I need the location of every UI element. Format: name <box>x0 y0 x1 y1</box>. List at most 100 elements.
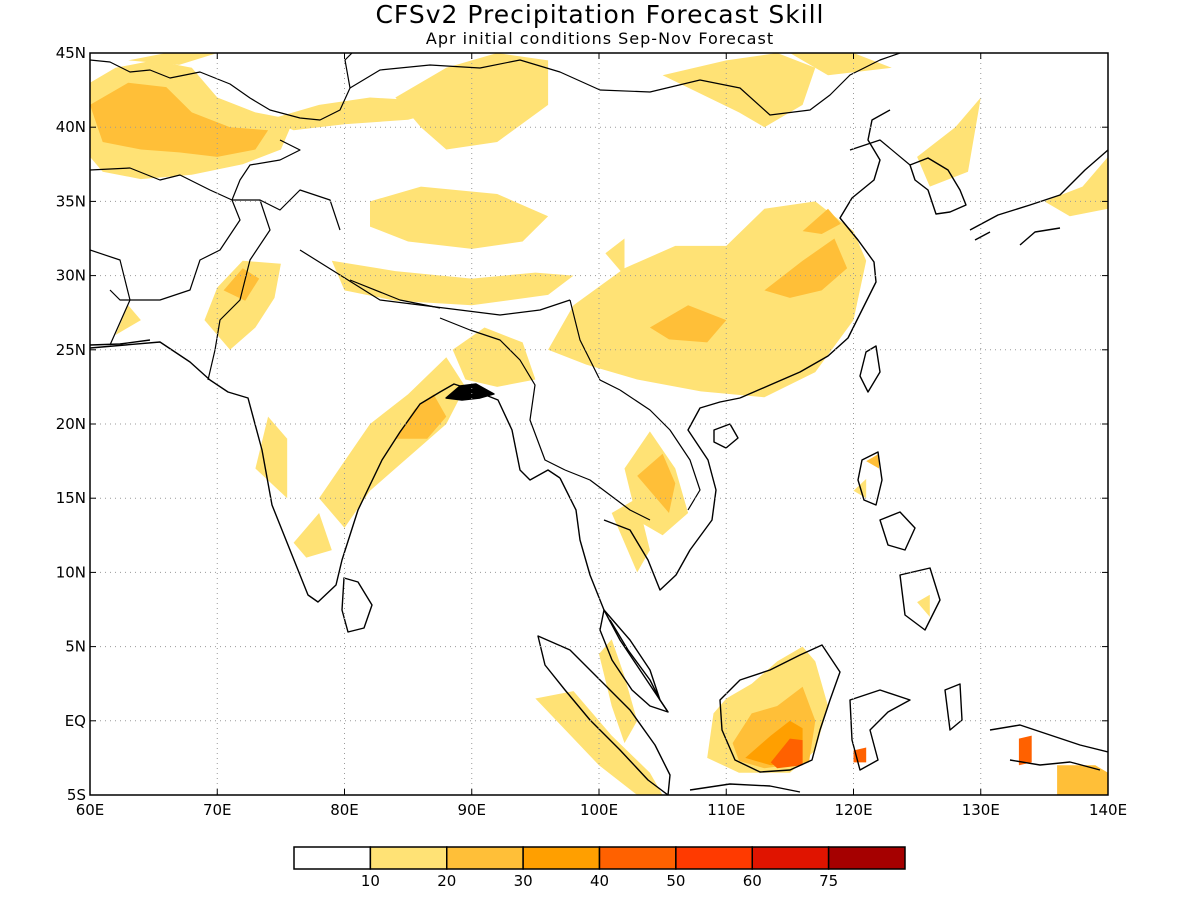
map-title: CFSv2 Precipitation Forecast Skill <box>375 0 825 29</box>
coastline-korea <box>909 157 967 215</box>
skill-region-west-coast-india <box>255 416 288 499</box>
coastline-visayas <box>879 511 916 551</box>
skill-region-borneo-peak <box>770 738 803 769</box>
coastline-malaya <box>599 609 669 713</box>
x-tick-label: 70E <box>203 801 232 819</box>
skill-region-central-asia-west-core <box>90 82 269 157</box>
skill-region-new-guinea-patch <box>1057 765 1108 795</box>
skill-region-yangtze-core <box>802 208 841 234</box>
coastline-moluccas <box>944 683 963 731</box>
coastline-layer <box>90 109 1108 795</box>
x-tick-label: 130E <box>962 801 1000 819</box>
skill-region-mongolia-east <box>662 53 816 128</box>
skill-region-central-india-core <box>395 394 447 439</box>
country-borders-layer <box>90 53 911 521</box>
skill-region-east-china-core <box>764 238 848 298</box>
border-bhutan-myanmar <box>439 317 566 471</box>
y-tick-label: 45N <box>56 44 86 62</box>
colorbar-swatch <box>293 846 372 870</box>
coastline-java <box>689 783 801 793</box>
skill-region-korea-patch <box>917 97 981 187</box>
coastline-taiwan <box>859 345 881 393</box>
coastline-sumatra <box>537 635 671 795</box>
border-laos-vietnam <box>619 389 701 511</box>
border-mongolia-china <box>349 53 901 116</box>
skill-region-japan-patch <box>1044 156 1108 217</box>
y-tick-label: EQ <box>65 712 86 730</box>
colorbar-label: 30 <box>514 872 533 890</box>
coastline-india <box>90 341 561 603</box>
y-tick-label: 30N <box>56 267 86 285</box>
colorbar-label: 40 <box>590 872 609 890</box>
colorbar-label: 20 <box>437 872 456 890</box>
skill-region-nw-india-core <box>223 268 260 301</box>
border-central-asia <box>90 53 353 121</box>
coastline-luzon <box>857 451 883 506</box>
skill-region-mindanao-patch <box>917 594 930 617</box>
colorbar-swatch <box>751 846 830 870</box>
x-tick-label: 110E <box>707 801 745 819</box>
grid-lines <box>90 53 1108 795</box>
coastline-ganges-delta <box>445 383 495 401</box>
colorbar-label: 50 <box>666 872 685 890</box>
skill-region-mongolia-west <box>395 53 549 150</box>
map-subtitle: Apr initial conditions Sep-Nov Forecast <box>425 29 775 48</box>
skill-shading-layer <box>90 53 1108 795</box>
coastline-sulawesi <box>849 689 911 771</box>
border-myanmar-china <box>569 299 621 391</box>
skill-region-kazakh-north <box>128 53 218 65</box>
skill-region-south-china <box>548 201 867 398</box>
border-thailand <box>564 469 651 521</box>
coastline-arabian-sea <box>90 339 151 346</box>
border-afghanistan <box>90 167 241 301</box>
x-tick-label: 80E <box>330 801 359 819</box>
y-tick-label: 35N <box>56 192 86 210</box>
skill-region-ne-china <box>789 53 892 76</box>
x-tick-label: 60E <box>76 801 105 819</box>
skill-region-malaya <box>599 639 638 744</box>
y-tick-label: 20N <box>56 415 86 433</box>
x-tick-label: 120E <box>834 801 872 819</box>
colorbar-label: 10 <box>361 872 380 890</box>
x-tick-label: 140E <box>1089 801 1127 819</box>
x-tick-label: 90E <box>457 801 486 819</box>
skill-region-ne-india <box>452 327 536 387</box>
y-tick-label: 40N <box>56 118 86 136</box>
colorbar-label: 60 <box>743 872 762 890</box>
y-tick-label: 15N <box>56 489 86 507</box>
coastline-new-guinea <box>989 724 1108 771</box>
x-tick-label: 100E <box>580 801 618 819</box>
y-tick-label: 5S <box>67 786 86 804</box>
coastline-japan <box>969 149 1108 246</box>
coastline-sri-lanka <box>341 577 373 633</box>
skill-region-south-tibet <box>331 260 574 306</box>
colorbar-swatch <box>446 846 524 870</box>
coastline-hainan <box>713 423 739 449</box>
colorbar-swatch <box>675 846 753 870</box>
skill-region-west-papua-patch <box>1018 735 1032 766</box>
skill-region-cambodia <box>611 498 650 573</box>
coastline-china <box>739 109 891 399</box>
border-china-korea <box>849 139 911 166</box>
colorbar: 10 20 30 40 50 60 75 <box>293 846 906 890</box>
skill-region-xinjiang-strip <box>268 97 447 131</box>
skill-region-tibet-north <box>370 186 549 249</box>
axis-ticks: 60E 70E 80E 90E 100E 110E 120E 130E 140E 45N 40N 35… <box>56 44 1127 819</box>
skill-region-south-china-core <box>649 305 727 343</box>
skill-region-central-india <box>319 357 466 528</box>
border-kazakh-china <box>231 139 301 201</box>
skill-region-luzon-patch <box>866 453 879 469</box>
skill-region-south-india <box>293 513 332 558</box>
skill-region-sichuan-patch <box>605 238 625 276</box>
border-pakistan-india <box>207 199 271 381</box>
colorbar-swatch <box>827 846 906 870</box>
y-tick-label: 5N <box>65 638 86 656</box>
colorbar-swatch <box>522 846 601 870</box>
border-iran-east <box>90 249 131 346</box>
colorbar-label: 75 <box>819 872 838 890</box>
border-nepal <box>349 279 441 309</box>
y-tick-label: 10N <box>56 563 86 581</box>
colorbar-swatch <box>598 846 677 870</box>
colorbar-swatch <box>369 846 448 870</box>
